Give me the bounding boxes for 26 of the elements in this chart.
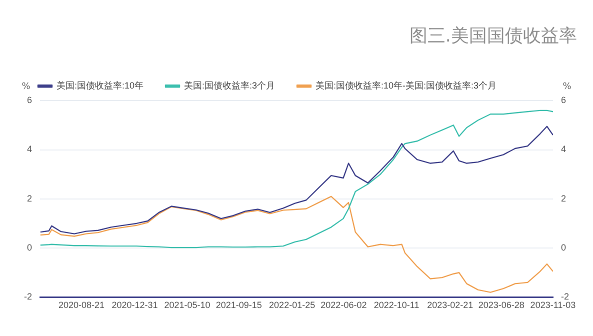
y-axis-title: % (22, 82, 31, 92)
x-tick-label: 2022-06-02 (320, 300, 367, 310)
x-tick-label: 2021-05-10 (164, 300, 210, 310)
x-tick-label: 2022-10-11 (374, 300, 420, 310)
y2-tick-label: -2 (561, 292, 570, 302)
y-tick-label: -2 (24, 292, 32, 302)
y-tick-label: 2 (26, 193, 32, 204)
legend-label: 美国:国债收益率:10年 (56, 80, 144, 91)
legend-label: 美国:国债收益率:10年-美国:国债收益率:3个月 (316, 80, 497, 91)
x-tick-label: 2021-09-15 (216, 300, 262, 310)
legend-label: 美国:国债收益率:3个月 (184, 80, 276, 91)
y-tick-label: 6 (26, 95, 32, 106)
y2-tick-label: 6 (561, 95, 566, 106)
x-tick-label: 2020-12-31 (112, 300, 158, 310)
chart-title: 图三.美国国债收益率 (409, 25, 577, 46)
x-tick-label: 2023-06-28 (478, 300, 524, 310)
x-tick-label: 2022-01-25 (269, 300, 316, 310)
x-tick-label: 2023-02-21 (427, 300, 474, 310)
y2-tick-label: 0 (561, 242, 566, 253)
y-tick-label: 0 (26, 242, 32, 253)
x-tick-label: 2020-08-21 (58, 300, 105, 310)
y2-tick-label: 2 (561, 193, 566, 204)
y2-tick-label: 4 (561, 144, 566, 154)
y-tick-label: 4 (26, 144, 32, 154)
x-tick-label: 2023-11-03 (530, 300, 576, 310)
y2-axis-title: % (562, 82, 572, 92)
